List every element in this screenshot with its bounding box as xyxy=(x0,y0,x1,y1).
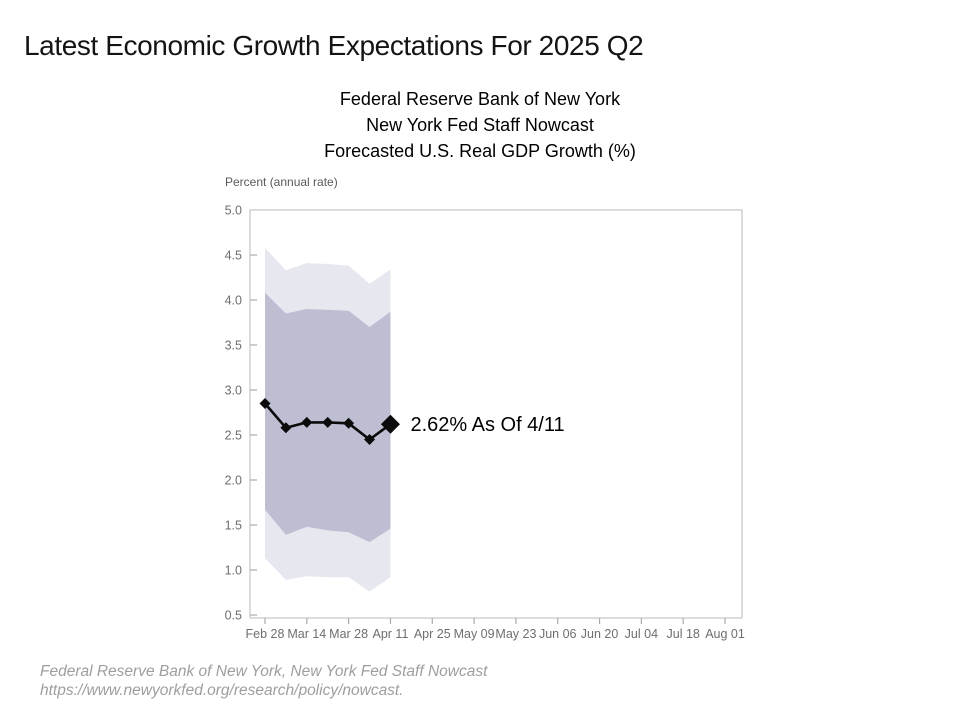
x-tick-label: Mar 28 xyxy=(329,627,368,641)
latest-value-annotation: 2.62% As Of 4/11 xyxy=(410,414,564,436)
y-axis-title: Percent (annual rate) xyxy=(225,175,338,189)
plot-border xyxy=(249,209,743,619)
chart-header: Federal Reserve Bank of New York New Yor… xyxy=(180,86,780,164)
x-tick-label: Apr 25 xyxy=(414,627,451,641)
chart-header-line2: New York Fed Staff Nowcast xyxy=(366,115,594,135)
y-tick-label: 2.5 xyxy=(225,429,242,443)
slide-title: Latest Economic Growth Expectations For … xyxy=(24,30,644,61)
y-tick-label: 1.5 xyxy=(225,519,242,533)
y-tick-label: 0.5 xyxy=(225,609,242,623)
source-url: https://www.newyorkfed.org/research/poli… xyxy=(40,682,404,699)
data-point-marker xyxy=(343,417,355,429)
latest-point-marker xyxy=(380,414,400,434)
x-tick-label: May 23 xyxy=(495,627,536,641)
chart-header-line1: Federal Reserve Bank of New York xyxy=(339,89,621,109)
data-point-marker xyxy=(301,416,313,428)
x-tick-label: Mar 14 xyxy=(287,627,326,641)
y-tick-label: 2.0 xyxy=(225,474,242,488)
data-point-marker xyxy=(280,422,292,434)
x-tick-label: Apr 11 xyxy=(373,627,409,641)
x-tick-label: Jul 04 xyxy=(625,627,658,641)
y-tick-label: 4.5 xyxy=(225,249,242,263)
y-tick-label: 3.5 xyxy=(225,339,242,353)
chart-header-line3: Forecasted U.S. Real GDP Growth (%) xyxy=(324,141,636,161)
x-tick-label: Feb 28 xyxy=(246,627,285,641)
x-tick-label: May 09 xyxy=(454,627,495,641)
y-tick-label: 4.0 xyxy=(225,294,242,308)
y-tick-label: 1.0 xyxy=(225,564,242,578)
x-tick-label: Jun 20 xyxy=(581,627,619,641)
data-point-marker xyxy=(259,398,271,409)
x-tick-label: Jul 18 xyxy=(667,627,700,641)
x-tick-label: Aug 01 xyxy=(705,627,745,641)
source-line: Federal Reserve Bank of New York, New Yo… xyxy=(40,663,488,680)
y-tick-label: 5.0 xyxy=(225,204,242,218)
source-footer: Federal Reserve Bank of New York, New Yo… xyxy=(40,662,487,700)
data-point-marker xyxy=(364,434,376,445)
nowcast-chart: Percent (annual rate) 5.0 4.5 4.0 3.5 3.0 2.5 2… xyxy=(225,175,745,641)
x-tick-label: Jun 06 xyxy=(539,627,577,641)
y-tick-label: 3.0 xyxy=(225,384,242,398)
